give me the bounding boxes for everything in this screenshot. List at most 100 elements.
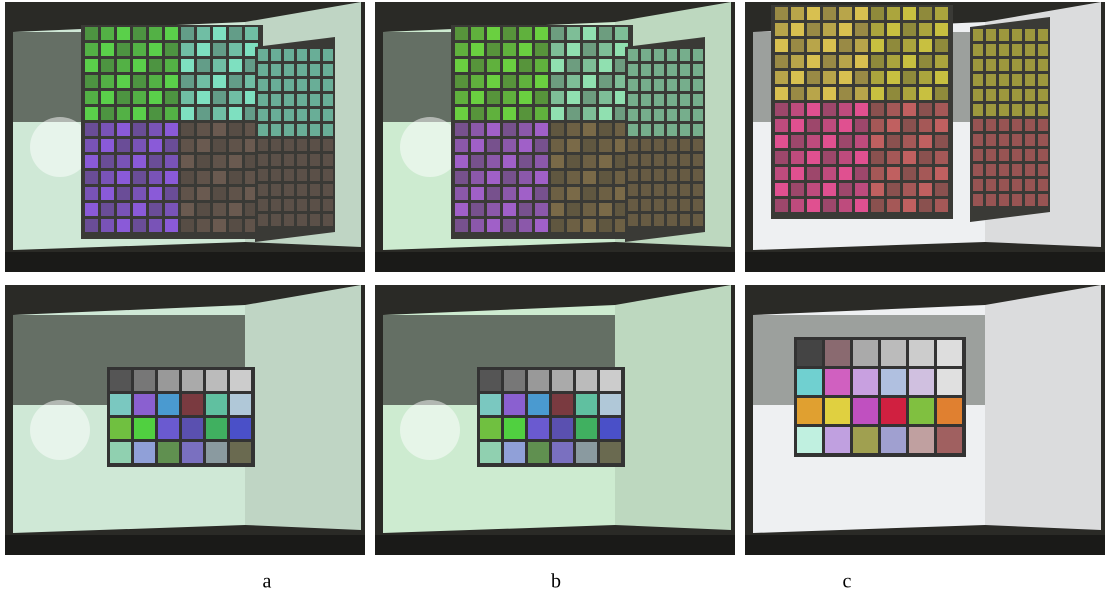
color-square [297, 64, 307, 76]
color-square [871, 55, 884, 68]
color-square [791, 7, 804, 20]
color-square [567, 171, 580, 184]
color-square [1025, 29, 1035, 41]
color-square [807, 39, 820, 52]
color-square [323, 79, 333, 91]
color-square [903, 151, 916, 164]
color-square [310, 94, 320, 106]
color-square [871, 167, 884, 180]
color-square [823, 55, 836, 68]
color-square [213, 107, 226, 120]
color-square [133, 59, 146, 72]
color-square [583, 107, 596, 120]
color-square [935, 135, 948, 148]
color-square [85, 219, 98, 232]
color-square [455, 139, 468, 152]
color-square [654, 64, 664, 76]
color-square [323, 139, 333, 151]
right-wall [245, 285, 361, 530]
color-square [551, 43, 564, 56]
color-square [181, 203, 194, 216]
color-square [919, 167, 932, 180]
color-square [807, 71, 820, 84]
color-square [791, 183, 804, 196]
color-square [85, 123, 98, 136]
color-square [567, 43, 580, 56]
color-patch [552, 370, 573, 391]
color-square [551, 59, 564, 72]
color-square [213, 187, 226, 200]
right-wall [985, 285, 1101, 530]
color-square [599, 107, 612, 120]
color-square [284, 214, 294, 226]
color-square [986, 89, 996, 101]
color-square [999, 119, 1009, 131]
color-patch [881, 427, 906, 453]
color-square [487, 75, 500, 88]
color-square [229, 91, 242, 104]
color-square [271, 184, 281, 196]
photo [375, 2, 735, 272]
color-square [1038, 59, 1048, 71]
color-square [149, 107, 162, 120]
color-square [197, 171, 210, 184]
color-patch [110, 394, 131, 415]
color-square [775, 167, 788, 180]
color-square [775, 151, 788, 164]
color-square [297, 94, 307, 106]
color-square [583, 43, 596, 56]
color-square [323, 199, 333, 211]
color-square [887, 7, 900, 20]
color-square [165, 91, 178, 104]
color-square [258, 79, 268, 91]
color-square [1038, 119, 1048, 131]
color-square [229, 27, 242, 40]
color-square [197, 75, 210, 88]
color-square [471, 203, 484, 216]
color-patch [134, 370, 155, 391]
color-square [583, 123, 596, 136]
color-square [455, 59, 468, 72]
color-square [551, 219, 564, 232]
color-square [133, 139, 146, 152]
color-square [567, 139, 580, 152]
color-square [693, 199, 703, 211]
color-square [487, 27, 500, 40]
color-square [654, 49, 664, 61]
color-square [455, 27, 468, 40]
color-square [101, 43, 114, 56]
color-square [667, 49, 677, 61]
color-square [213, 43, 226, 56]
color-square [503, 171, 516, 184]
color-square [519, 75, 532, 88]
color-square [101, 171, 114, 184]
color-patch [504, 394, 525, 415]
color-square [551, 155, 564, 168]
color-square [165, 203, 178, 216]
color-square [935, 39, 948, 52]
color-square [133, 187, 146, 200]
color-square [680, 109, 690, 121]
color-patch [853, 398, 878, 424]
color-square [455, 203, 468, 216]
color-square [85, 203, 98, 216]
color-patch [576, 442, 597, 463]
color-square [871, 23, 884, 36]
color-square [693, 94, 703, 106]
color-patch [853, 427, 878, 453]
color-square [310, 214, 320, 226]
color-square [117, 123, 130, 136]
color-square [654, 214, 664, 226]
color-patch [937, 427, 962, 453]
color-patch [552, 418, 573, 439]
color-square [973, 134, 983, 146]
color-patch [853, 369, 878, 395]
color-patch [134, 442, 155, 463]
color-square [839, 39, 852, 52]
floor [375, 535, 735, 555]
color-square [297, 79, 307, 91]
color-square [667, 154, 677, 166]
color-square [117, 139, 130, 152]
color-square [297, 109, 307, 121]
color-square [823, 39, 836, 52]
